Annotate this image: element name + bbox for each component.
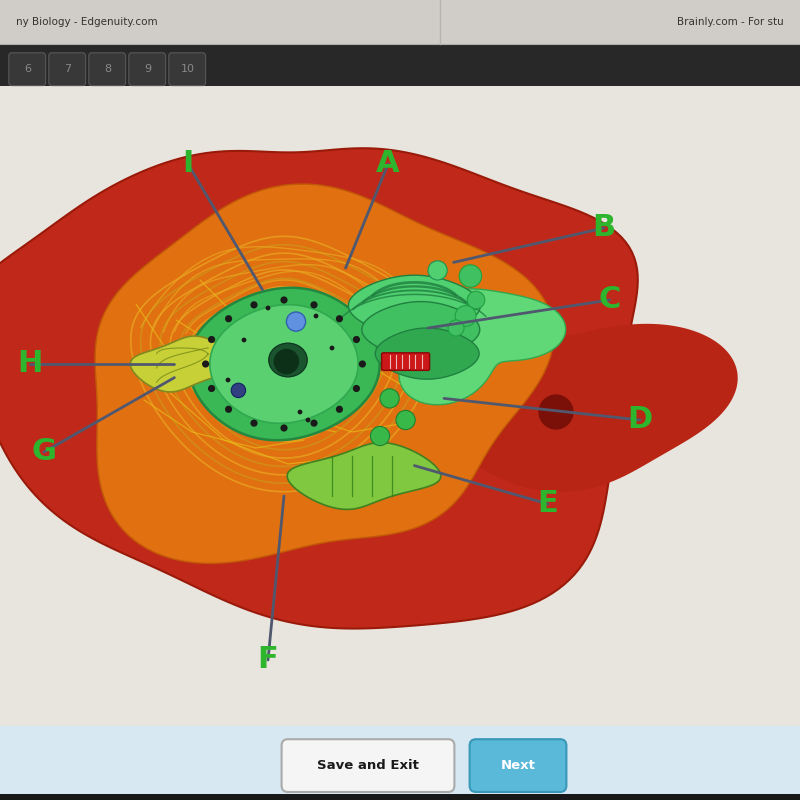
Polygon shape [362, 302, 480, 358]
Text: 7: 7 [65, 64, 71, 74]
FancyBboxPatch shape [0, 794, 800, 800]
Polygon shape [188, 288, 380, 440]
Circle shape [208, 336, 215, 343]
Polygon shape [95, 184, 554, 563]
FancyBboxPatch shape [9, 53, 46, 86]
FancyBboxPatch shape [282, 739, 454, 792]
Text: G: G [31, 438, 57, 466]
FancyBboxPatch shape [49, 53, 86, 86]
Circle shape [455, 306, 476, 326]
Circle shape [306, 418, 310, 422]
Circle shape [250, 419, 258, 426]
Circle shape [310, 302, 318, 309]
Circle shape [280, 296, 288, 304]
Text: H: H [18, 350, 43, 378]
Text: ny Biology - Edgenuity.com: ny Biology - Edgenuity.com [16, 18, 158, 27]
Text: 9: 9 [145, 64, 151, 74]
Text: D: D [627, 406, 653, 434]
Circle shape [467, 291, 485, 309]
Text: 10: 10 [181, 64, 195, 74]
Circle shape [396, 410, 415, 430]
Circle shape [274, 349, 299, 374]
FancyBboxPatch shape [0, 0, 800, 44]
Polygon shape [399, 289, 566, 405]
Text: Next: Next [501, 759, 536, 772]
Circle shape [380, 389, 399, 408]
Polygon shape [130, 336, 234, 392]
FancyBboxPatch shape [470, 739, 566, 792]
Polygon shape [287, 442, 441, 510]
Circle shape [231, 383, 246, 398]
Circle shape [353, 336, 360, 343]
Circle shape [336, 315, 343, 322]
Circle shape [428, 261, 447, 280]
Text: A: A [376, 150, 400, 178]
FancyBboxPatch shape [169, 53, 206, 86]
Text: Save and Exit: Save and Exit [317, 759, 419, 772]
Circle shape [208, 385, 215, 392]
Polygon shape [0, 148, 638, 629]
Circle shape [286, 312, 306, 331]
FancyBboxPatch shape [0, 44, 800, 86]
Ellipse shape [269, 343, 307, 377]
Circle shape [225, 315, 232, 322]
Circle shape [242, 338, 246, 342]
Polygon shape [210, 305, 358, 423]
Circle shape [266, 306, 270, 310]
Circle shape [298, 410, 302, 414]
Circle shape [538, 394, 574, 430]
Circle shape [330, 346, 334, 350]
Text: Brainly.com - For stu: Brainly.com - For stu [678, 18, 784, 27]
Circle shape [358, 360, 366, 367]
Circle shape [225, 406, 232, 413]
FancyBboxPatch shape [0, 72, 800, 728]
Circle shape [250, 302, 258, 309]
FancyBboxPatch shape [0, 726, 800, 800]
Circle shape [459, 265, 482, 287]
Circle shape [310, 419, 318, 426]
Circle shape [226, 378, 230, 382]
Circle shape [448, 320, 464, 336]
Circle shape [314, 314, 318, 318]
Circle shape [202, 360, 210, 367]
Circle shape [336, 406, 343, 413]
Circle shape [280, 424, 288, 432]
Text: I: I [182, 150, 194, 178]
Circle shape [370, 426, 390, 446]
Text: 8: 8 [105, 64, 111, 74]
Polygon shape [375, 328, 479, 379]
Text: E: E [538, 490, 558, 518]
FancyBboxPatch shape [89, 53, 126, 86]
Polygon shape [349, 275, 480, 336]
FancyBboxPatch shape [129, 53, 166, 86]
FancyBboxPatch shape [382, 353, 430, 370]
Polygon shape [60, 316, 96, 358]
Text: 6: 6 [25, 64, 31, 74]
Circle shape [353, 385, 360, 392]
Text: C: C [598, 286, 621, 314]
Polygon shape [382, 324, 738, 492]
Text: B: B [593, 214, 615, 242]
Text: F: F [258, 646, 278, 674]
